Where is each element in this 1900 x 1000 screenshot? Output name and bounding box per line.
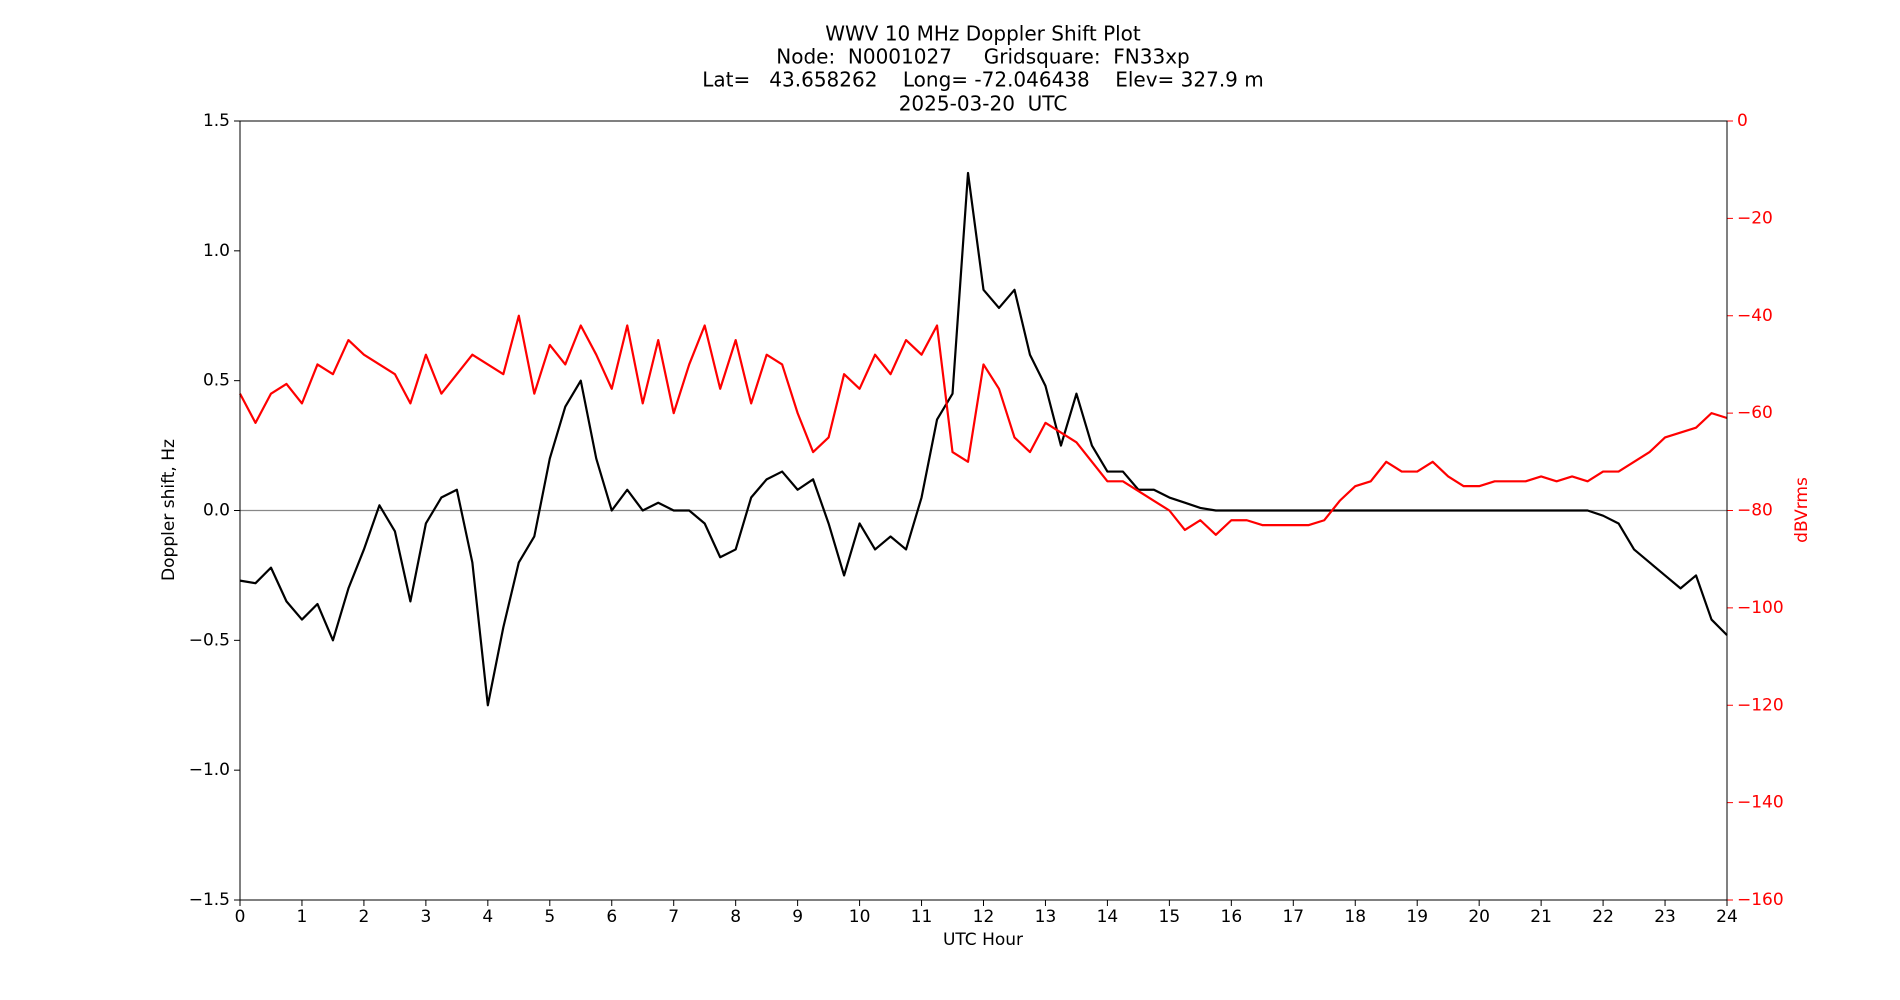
x-tick-label: 19 bbox=[1406, 907, 1428, 927]
y-tick-label: 1.5 bbox=[203, 111, 230, 131]
x-tick-label: 22 bbox=[1592, 907, 1614, 927]
y2-axis-label: dBVrms bbox=[1792, 477, 1812, 543]
x-tick-label: 17 bbox=[1282, 907, 1304, 927]
x-tick-label: 24 bbox=[1716, 907, 1738, 927]
y2-tick-label: −40 bbox=[1737, 306, 1773, 326]
y-tick-label: −1.0 bbox=[189, 760, 230, 780]
x-tick-label: 13 bbox=[1035, 907, 1057, 927]
plot-frame bbox=[239, 120, 1728, 901]
x-tick-label: 9 bbox=[792, 907, 803, 927]
x-tick-label: 12 bbox=[973, 907, 995, 927]
x-tick-label: 3 bbox=[420, 907, 431, 927]
series-line bbox=[239, 171, 1728, 707]
chart-title: Node: N0001027 Gridsquare: FN33xp bbox=[776, 45, 1189, 69]
y2-tick-label: −100 bbox=[1737, 598, 1784, 618]
y2-tick-label: −160 bbox=[1737, 890, 1784, 910]
x-tick-label: 15 bbox=[1159, 907, 1181, 927]
y-tick-label: 0.0 bbox=[203, 501, 230, 521]
x-tick-label: 14 bbox=[1097, 907, 1119, 927]
x-tick-label: 18 bbox=[1344, 907, 1366, 927]
y2-tick-label: −120 bbox=[1737, 695, 1784, 715]
x-tick-label: 7 bbox=[668, 907, 679, 927]
x-tick-label: 4 bbox=[482, 907, 493, 927]
y-axis-label: Doppler shift, Hz bbox=[159, 439, 179, 581]
x-tick-label: 23 bbox=[1654, 907, 1676, 927]
x-tick-label: 8 bbox=[730, 907, 741, 927]
y2-tick-label: −60 bbox=[1737, 403, 1773, 423]
y-tick-label: 1.0 bbox=[203, 241, 230, 261]
chart-title: 2025-03-20 UTC bbox=[899, 92, 1068, 116]
y2-tick-label: −20 bbox=[1737, 208, 1773, 228]
y2-tick-label: −140 bbox=[1737, 793, 1784, 813]
x-tick-label: 0 bbox=[235, 907, 246, 927]
x-tick-label: 11 bbox=[911, 907, 933, 927]
y2-tick-label: 0 bbox=[1737, 111, 1748, 131]
y-tick-label: −0.5 bbox=[189, 630, 230, 650]
series-line bbox=[239, 314, 1728, 536]
x-tick-label: 20 bbox=[1468, 907, 1490, 927]
chart-title: WWV 10 MHz Doppler Shift Plot bbox=[825, 22, 1141, 46]
x-tick-label: 16 bbox=[1221, 907, 1243, 927]
y-tick-label: 0.5 bbox=[203, 371, 230, 391]
x-axis-label: UTC Hour bbox=[943, 930, 1023, 950]
y2-tick-label: −80 bbox=[1737, 501, 1773, 521]
x-tick-label: 2 bbox=[359, 907, 370, 927]
chart-title: Lat= 43.658262 Long= -72.046438 Elev= 32… bbox=[702, 68, 1264, 92]
x-tick-label: 5 bbox=[544, 907, 555, 927]
x-tick-label: 21 bbox=[1530, 907, 1552, 927]
y-tick-label: −1.5 bbox=[189, 890, 230, 910]
x-tick-label: 6 bbox=[606, 907, 617, 927]
x-tick-label: 10 bbox=[849, 907, 871, 927]
x-tick-label: 1 bbox=[297, 907, 308, 927]
